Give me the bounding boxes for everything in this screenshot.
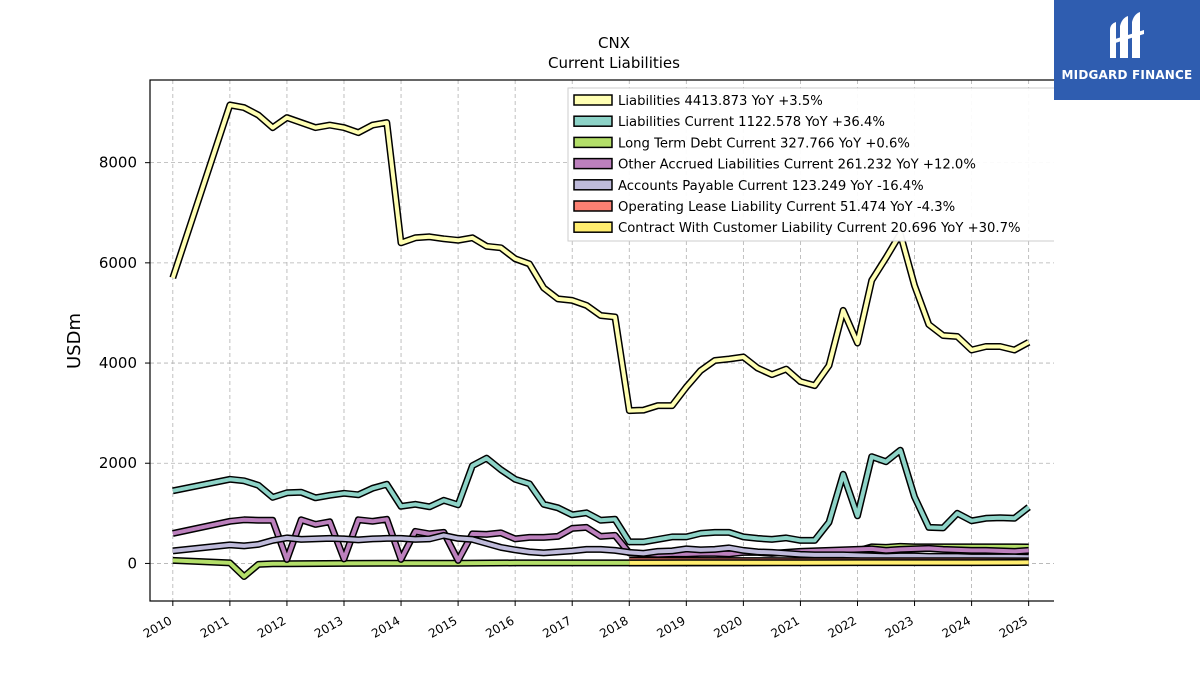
legend-entry: Operating Lease Liability Current 51.474…	[618, 200, 955, 215]
series-stroke	[170, 103, 1030, 413]
legend-swatch	[573, 115, 613, 127]
y-tick-label: 4000	[99, 354, 137, 372]
series-line	[172, 446, 1031, 546]
brand-name: MIDGARD FINANCE	[1061, 68, 1193, 82]
chart-canvas: CNX Current Liabilities 0 2000 4000 6000 800…	[64, 34, 1054, 641]
legend-entry: Accounts Payable Current 123.249 YoY -16…	[618, 179, 924, 194]
x-tick-label: 2019	[654, 613, 687, 640]
legend: Liabilities 4413.873 YoY +3.5% Liabilitie…	[567, 87, 1054, 242]
x-tick-label: 2011	[198, 613, 231, 640]
x-tick-label: 2023	[883, 613, 916, 640]
series-line	[172, 531, 1029, 561]
x-tick-label: 2012	[255, 613, 288, 640]
legend-swatch	[573, 200, 613, 212]
x-tick-label: 2022	[826, 613, 859, 640]
legend-box	[567, 87, 1054, 242]
y-tick-label: 0	[127, 554, 137, 572]
legend-swatch	[573, 157, 613, 170]
series-stroke	[172, 448, 1030, 544]
y-tick-label: 6000	[99, 254, 137, 272]
chart-title: CNX	[598, 34, 630, 52]
x-tick-label: 2013	[312, 613, 345, 640]
x-tick-label: 2017	[540, 613, 573, 640]
legend-entry: Long Term Debt Current 327.766 YoY +0.6%	[618, 136, 910, 151]
series-lines	[169, 101, 1031, 580]
x-tick-label: 2025	[997, 613, 1030, 640]
y-tick-label: 8000	[99, 154, 137, 172]
brand-logo: MIDGARD FINANCE	[1054, 0, 1200, 100]
x-tick-label: 2020	[711, 613, 744, 640]
series-line	[169, 101, 1031, 415]
y-tick-label: 2000	[99, 454, 137, 472]
legend-swatch	[573, 179, 613, 191]
plot-frame	[149, 79, 1054, 602]
legend-entry: Liabilities Current 1122.578 YoY +36.4%	[618, 115, 885, 130]
chart-subtitle: Current Liabilities	[548, 54, 680, 72]
legend-swatch	[573, 94, 613, 106]
x-tick-label: 2015	[426, 613, 459, 640]
x-tick-label: 2021	[768, 613, 801, 640]
series-stroke	[172, 533, 1029, 560]
midgard-m-logo-icon	[1110, 12, 1144, 58]
x-tick-label: 2016	[483, 613, 516, 640]
series-stroke	[629, 560, 1029, 565]
legend-swatch	[573, 136, 613, 149]
x-tick-label: 2014	[369, 613, 402, 640]
x-tick-label: 2010	[141, 613, 174, 640]
x-tick-label: 2018	[597, 613, 630, 640]
x-tick-label: 2024	[940, 613, 973, 640]
legend-swatch	[573, 221, 613, 233]
legend-entry: Liabilities 4413.873 YoY +3.5%	[618, 94, 823, 109]
series-line	[629, 558, 1029, 567]
legend-entry: Contract With Customer Liability Current…	[618, 221, 1021, 236]
y-axis-label: USDm	[64, 313, 85, 369]
legend-entry: Other Accrued Liabilities Current 261.23…	[618, 158, 976, 173]
